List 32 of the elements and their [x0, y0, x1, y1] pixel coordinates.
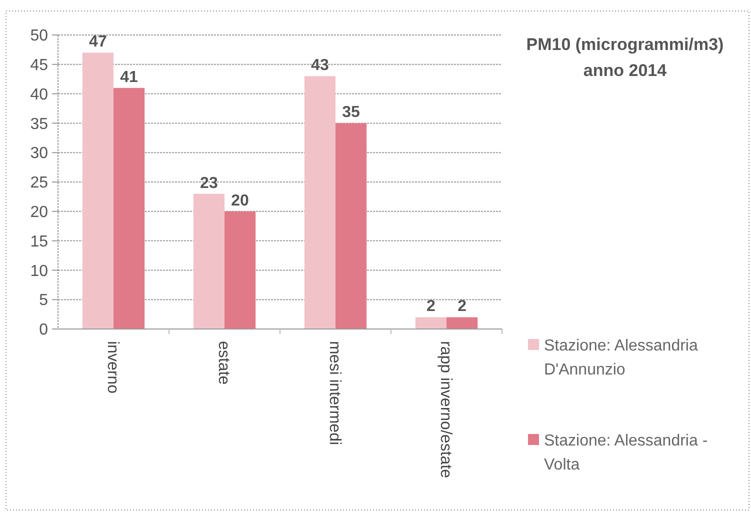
bar	[336, 123, 367, 329]
bar	[193, 194, 224, 329]
x-tick-label: estate	[214, 341, 232, 385]
data-label: 35	[342, 104, 360, 122]
bar	[114, 88, 145, 329]
x-tick-label: rapp inverno/estate	[436, 341, 454, 478]
y-tick-label: 50	[30, 28, 48, 45]
y-tick-label: 30	[30, 145, 48, 162]
legend-label: Stazione: Alessandria - Volta	[544, 432, 708, 474]
legend-label: Stazione: Alessandria D'Annunzio	[544, 338, 698, 379]
text: PM10 (microgrammi/m3) anno 2014	[526, 35, 724, 80]
y-tick-label: 0	[39, 322, 48, 339]
data-label: 47	[89, 34, 107, 51]
data-label: 2	[426, 298, 436, 316]
y-tick-label: 40	[30, 86, 48, 104]
data-label: 2	[458, 298, 467, 316]
bar	[224, 211, 256, 329]
y-tick-label: 10	[30, 262, 48, 280]
bar	[415, 317, 446, 329]
bar	[446, 317, 478, 329]
y-tick-label: 35	[30, 116, 48, 133]
y-tick-label: 25	[30, 174, 48, 192]
data-label: 41	[120, 68, 138, 86]
data-label: 20	[231, 192, 250, 210]
bar	[304, 76, 336, 329]
y-tick-label: 15	[30, 233, 48, 250]
x-tick-label: inverno	[104, 341, 121, 394]
y-tick-label: 45	[30, 57, 48, 74]
y-tick-label: 5	[39, 292, 48, 310]
x-tick-label: mesi intermedi	[326, 341, 343, 446]
y-tick-label: 20	[30, 204, 48, 221]
bar	[82, 52, 114, 329]
